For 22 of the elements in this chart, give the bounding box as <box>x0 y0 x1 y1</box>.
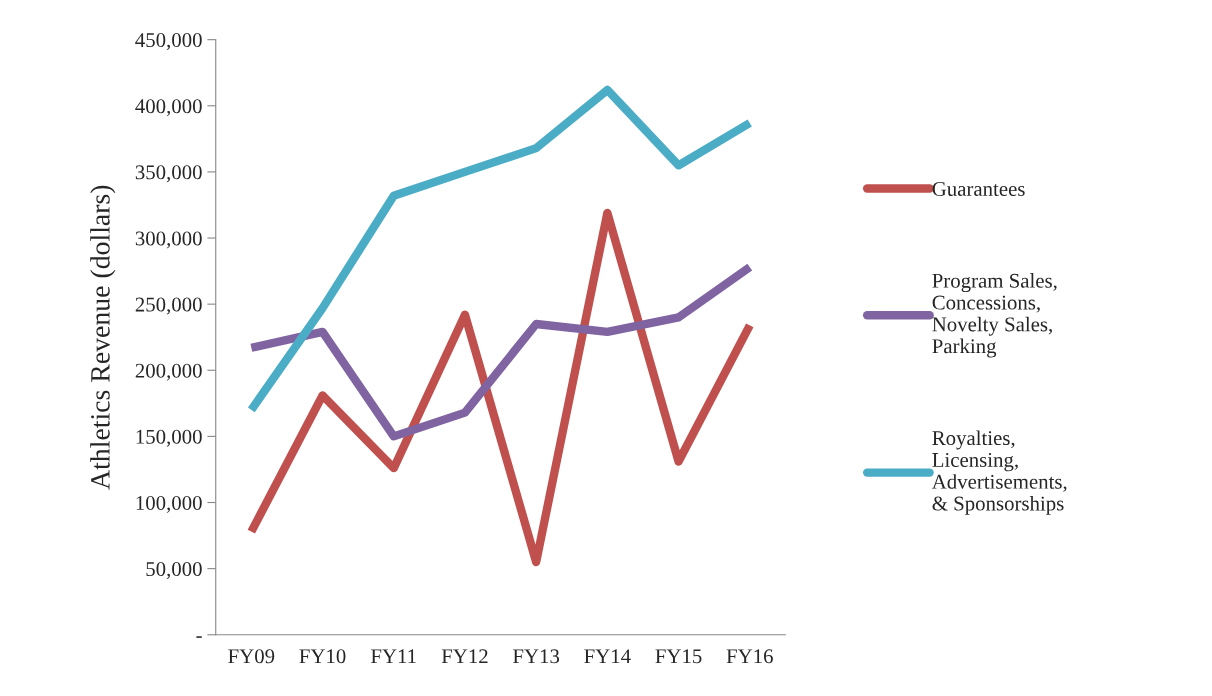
legend-label: Royalties, Licensing, Advertisements, & Sponsorships <box>931 430 1067 515</box>
legend-label: Guarantees <box>932 181 1025 196</box>
y-tick-label: 150,000 <box>136 429 202 447</box>
x-tick-label: FY13 <box>513 649 560 664</box>
y-tick-label: 250,000 <box>135 297 202 315</box>
x-tick-label: FY15 <box>655 649 702 664</box>
y-tick-label: 200,000 <box>135 363 202 381</box>
y-tick-label: - <box>196 636 202 638</box>
x-tick-label: FY12 <box>441 649 488 664</box>
y-tick-label: 400,000 <box>135 99 202 117</box>
x-tick-label: FY14 <box>584 649 631 664</box>
y-tick-label: 350,000 <box>135 165 202 183</box>
y-tick-label: 100,000 <box>136 495 202 513</box>
x-tick-label: FY11 <box>371 649 416 664</box>
legend-label: Program Sales, Concessions, Novelty Sales, Parking <box>932 273 1057 358</box>
y-tick-label: 50,000 <box>146 562 202 580</box>
x-tick-label: FY16 <box>726 649 773 664</box>
y-axis-title: Athletics Revenue (dollars) <box>90 185 116 490</box>
x-tick-label: FY09 <box>228 649 275 664</box>
x-tick-label: FY10 <box>299 649 346 664</box>
y-tick-label: 300,000 <box>135 231 202 249</box>
y-tick-label: 450,000 <box>135 33 202 51</box>
